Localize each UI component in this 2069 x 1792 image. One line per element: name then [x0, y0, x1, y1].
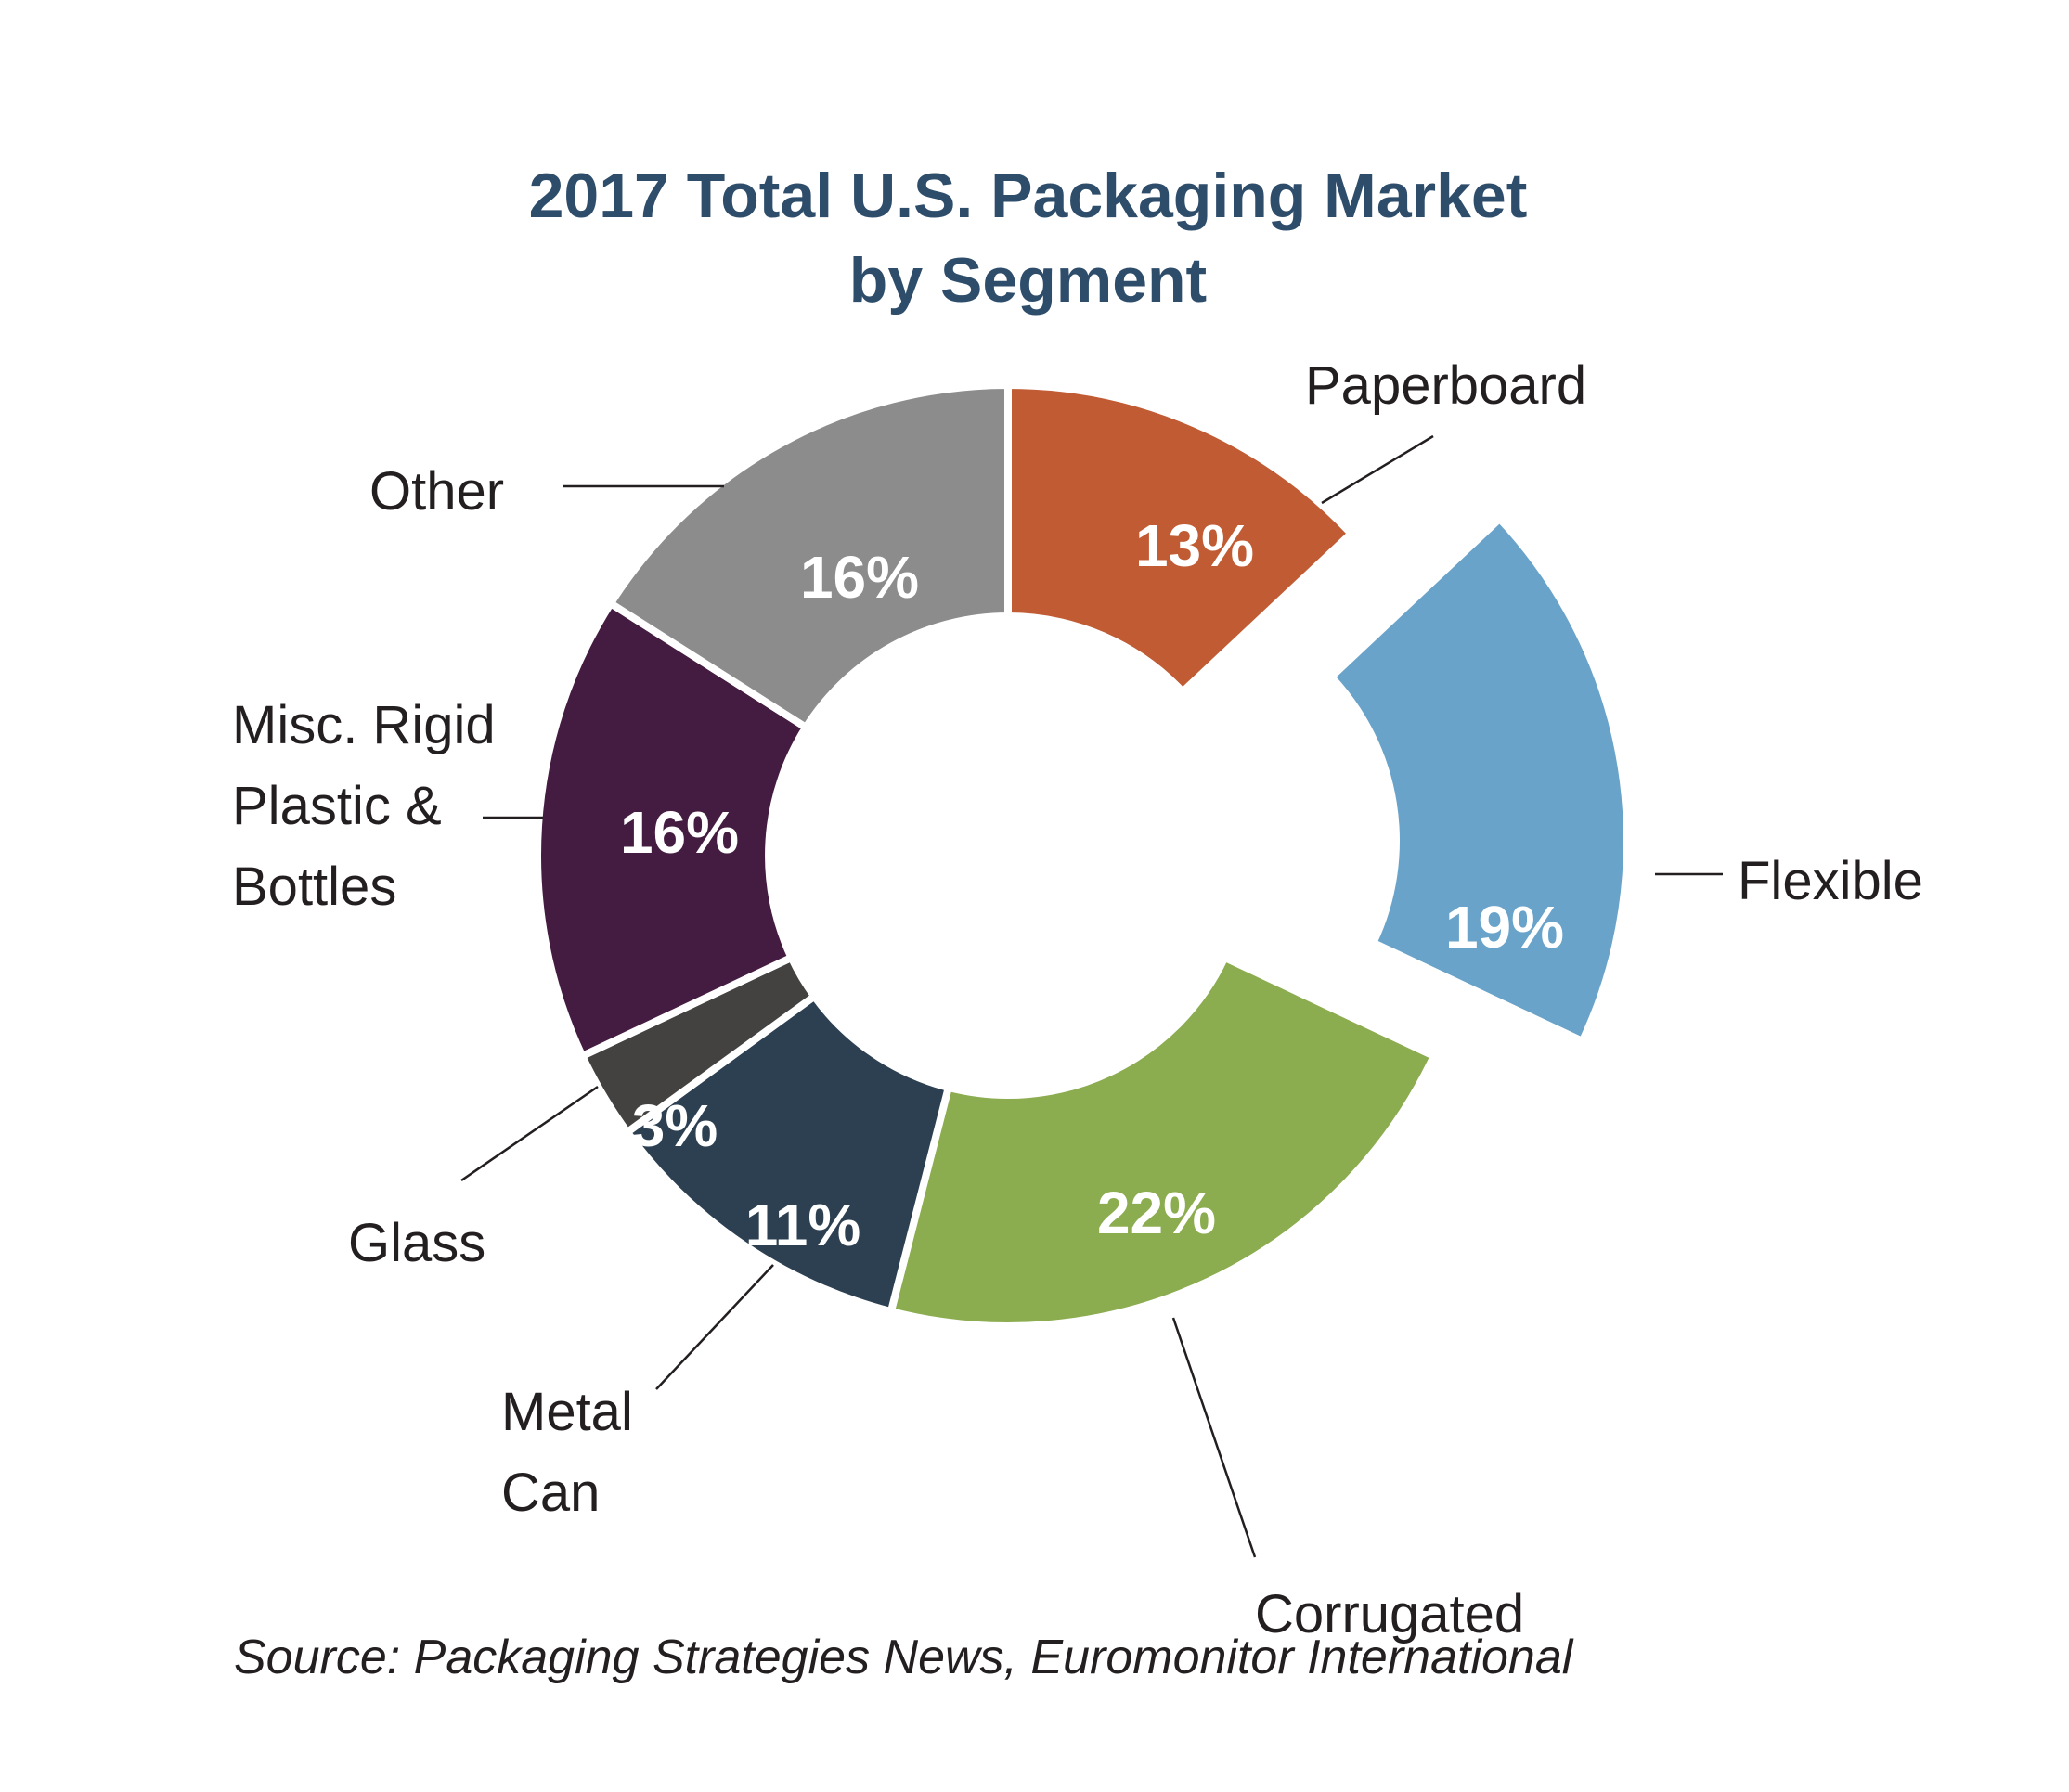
slice-misc-rigid-plastic-bottles [534, 598, 811, 1062]
value-label-other: 16% [800, 544, 919, 611]
label-other: Other [369, 461, 505, 522]
slice-paperboard [1004, 380, 1357, 698]
value-label-glass: 3% [632, 1092, 718, 1159]
value-label-paperboard: 13% [1135, 512, 1254, 579]
label-corrugated: Corrugated [1255, 1584, 1525, 1644]
label-flexible: Flexible [1738, 851, 1923, 911]
label-paperboard: Paperboard [1305, 355, 1587, 416]
chart-title-line2: by Segment [848, 245, 1208, 316]
value-label-flexible: 19% [1445, 894, 1564, 960]
value-label-misc-rigid-plastic-bottles: 16% [620, 799, 739, 866]
slice-other [605, 380, 1012, 733]
value-label-corrugated: 22% [1097, 1180, 1216, 1246]
slice-flexible [1325, 513, 1631, 1047]
leader-line-paperboard [1321, 434, 1434, 505]
value-label-metal-can: 11% [745, 1192, 861, 1258]
chart-title: 2017 Total U.S. Packaging Market by Segm… [0, 154, 2056, 323]
chart-title-line1: 2017 Total U.S. Packaging Market [528, 161, 1528, 231]
source-attribution: Source: Packaging Strategies News, Eurom… [234, 1631, 1573, 1684]
slice-corrugated [886, 952, 1440, 1331]
label-metal-can: Metal Can [501, 1382, 633, 1523]
label-glass: Glass [348, 1213, 486, 1273]
leader-line-corrugated [1171, 1317, 1257, 1558]
leader-line-glass [460, 1085, 599, 1182]
label-misc-rigid-plastic-bottles: Misc. Rigid Plastic & Bottles [232, 695, 496, 917]
leader-line-metal-can [655, 1264, 774, 1390]
